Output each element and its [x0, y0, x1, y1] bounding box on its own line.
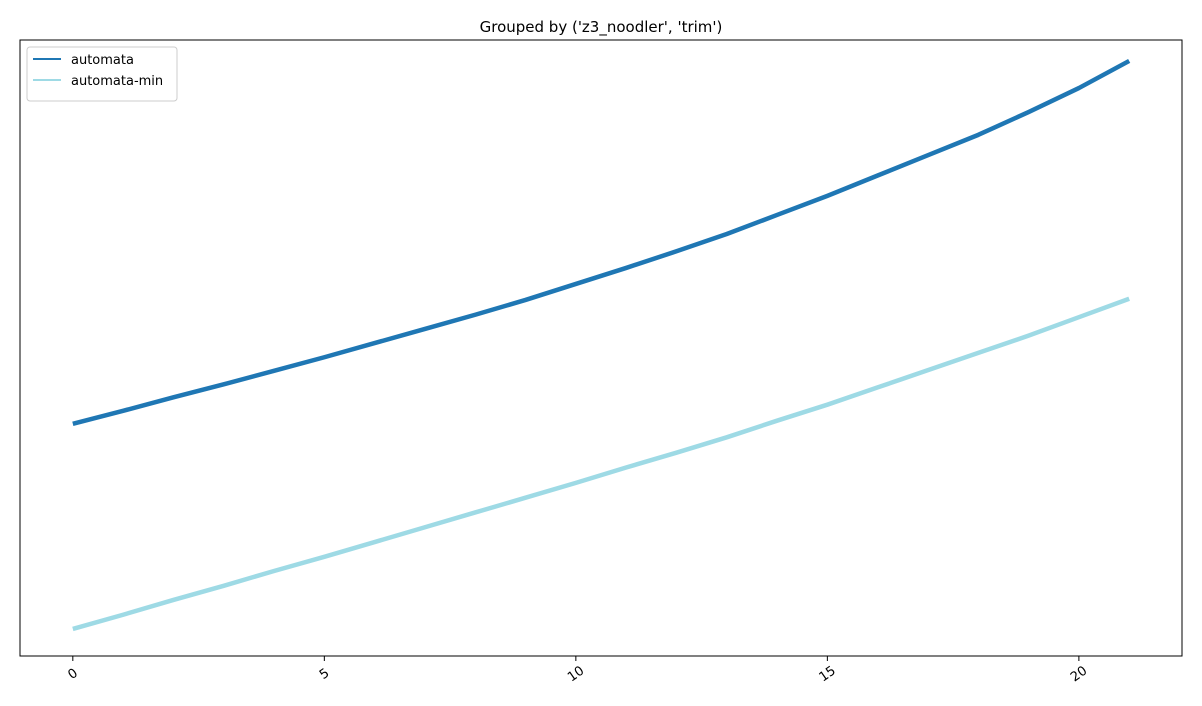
plot-frame: [19, 39, 1183, 657]
x-tick-label: 0: [65, 666, 80, 683]
x-tick-label: 15: [817, 664, 839, 686]
series-points-1: [72, 60, 1130, 424]
plot-area: [20, 40, 1182, 656]
series-line-1: [72, 58, 1131, 426]
x-tick-label: 10: [565, 664, 587, 686]
x-axis: 0 5 10 15 20: [65, 656, 1090, 685]
series-line-2: [72, 296, 1130, 632]
series-layer: [72, 58, 1131, 632]
chart-title: Grouped by ('z3_noodler', 'trim'): [480, 18, 723, 37]
legend-label: automata-min: [71, 74, 163, 89]
series-points-2: [72, 298, 1130, 629]
x-tick-label: 5: [317, 666, 332, 683]
legend-label: automata: [71, 53, 134, 68]
legend-box: [26, 46, 178, 102]
legend: automata automata-min: [26, 46, 178, 102]
x-tick-label: 20: [1068, 664, 1090, 686]
